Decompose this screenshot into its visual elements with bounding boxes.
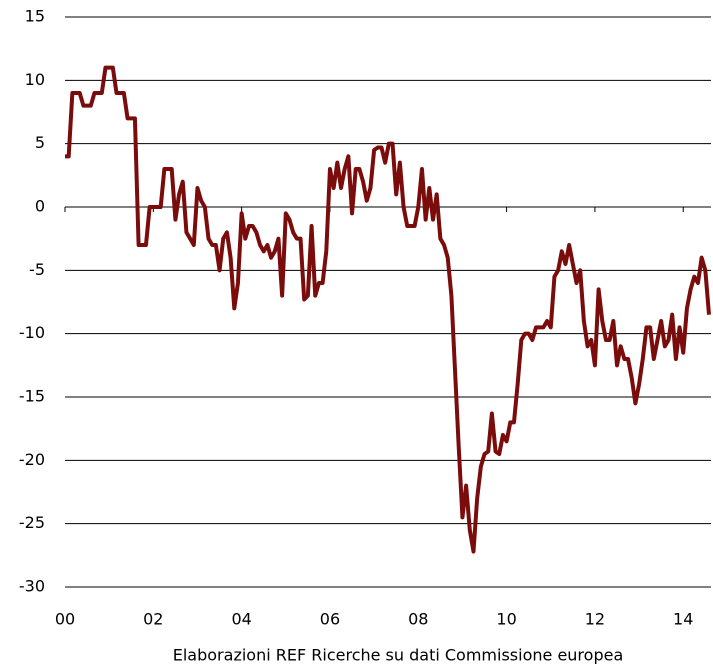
x-tick-label: 06 — [320, 610, 340, 629]
x-tick-label: 12 — [585, 610, 605, 629]
y-tick-label: -25 — [19, 513, 45, 532]
x-tick-label: 08 — [408, 610, 428, 629]
x-tick-label: 00 — [55, 610, 75, 629]
y-tick-label: -20 — [19, 450, 45, 469]
y-tick-label: -10 — [19, 323, 45, 342]
source-note: Elaborazioni REF Ricerche su dati Commis… — [173, 646, 624, 665]
x-tick-label: 14 — [673, 610, 693, 629]
y-tick-label: 15 — [25, 7, 45, 26]
y-tick-label: 0 — [35, 197, 45, 216]
y-tick-label: -5 — [29, 260, 45, 279]
y-tick-label: -15 — [19, 387, 45, 406]
x-tick-label: 04 — [231, 610, 251, 629]
y-tick-label: -30 — [19, 577, 45, 596]
x-tick-label: 02 — [143, 610, 163, 629]
series-line — [65, 65, 711, 554]
x-tick-label: 10 — [496, 610, 516, 629]
y-tick-label: 10 — [25, 70, 45, 89]
y-tick-label: 5 — [35, 133, 45, 152]
